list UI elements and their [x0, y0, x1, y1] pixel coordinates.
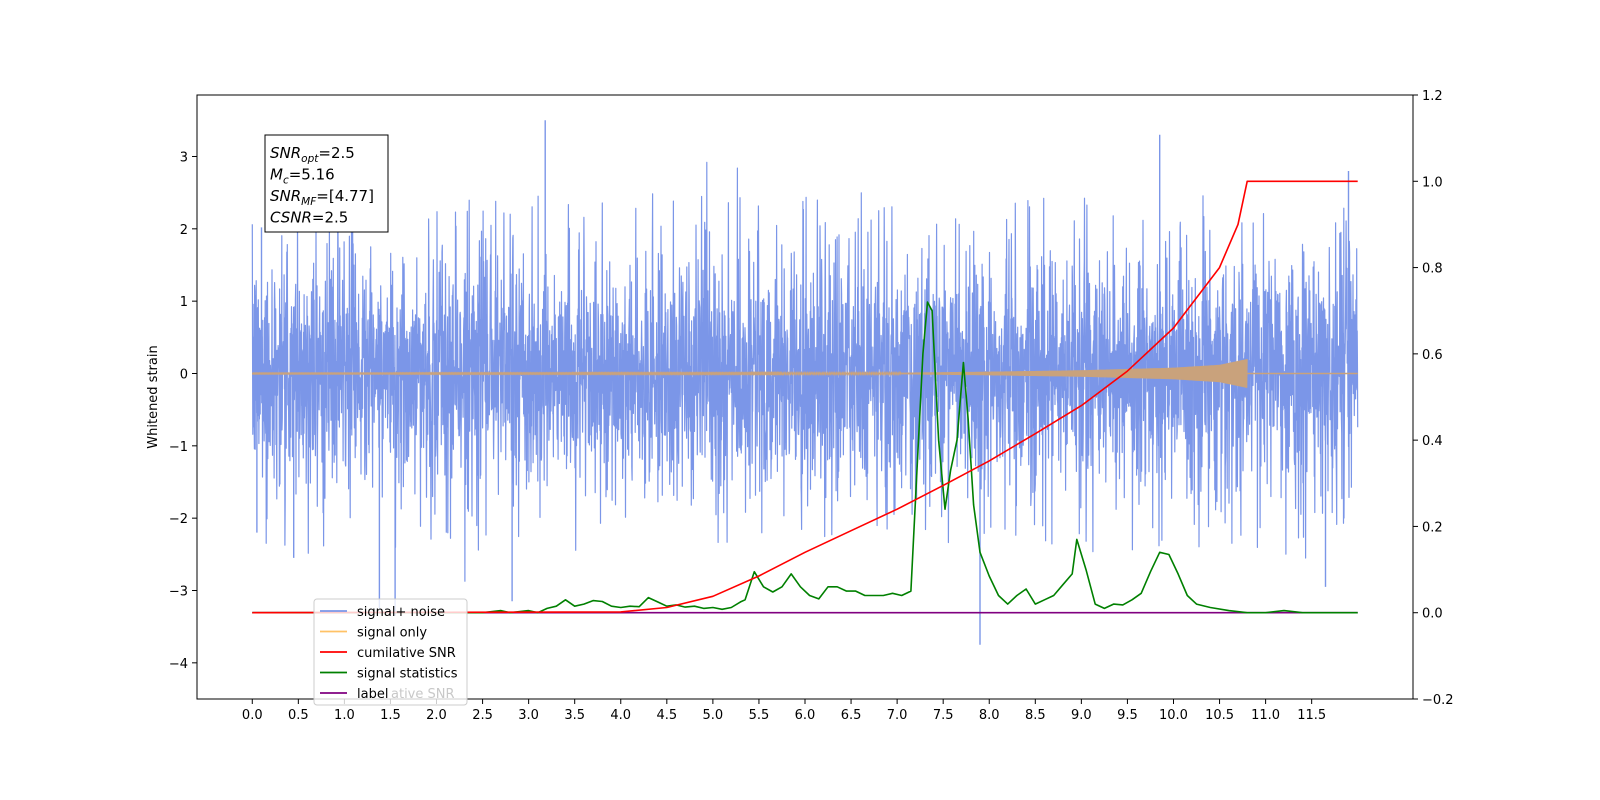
y2-tick-label: 0.2 — [1422, 520, 1443, 535]
x-tick-label: 2.0 — [426, 708, 447, 723]
y-tick-label: 2 — [180, 223, 188, 238]
x-tick-label: 9.0 — [1071, 708, 1092, 723]
legend: signal+ noise signal only cumilative SNR si… — [313, 598, 468, 706]
x-tick-label: 9.5 — [1117, 708, 1138, 723]
x-axis: 0.0 0.5 1.0 1.5 2.0 2.5 3.0 3.5 4.0 4.5 5.0 5.5 6.0 6… — [242, 699, 1326, 723]
x-tick-label: 5.5 — [749, 708, 770, 723]
y-tick-label: −2 — [169, 512, 188, 527]
y-tick-label: −4 — [169, 657, 188, 672]
y2-tick-label: 0.0 — [1422, 607, 1443, 622]
x-tick-label: 7.0 — [887, 708, 908, 723]
x-tick-label: 8.0 — [979, 708, 1000, 723]
info-line-snr-mf: SNRMF=[4.77] — [270, 187, 374, 208]
series-signal-noise-spikes — [256, 120, 1350, 645]
x-tick-label: 0.5 — [288, 708, 309, 723]
y-tick-label: −3 — [169, 584, 188, 599]
plot-area — [251, 120, 1359, 645]
x-tick-label: 4.5 — [656, 708, 677, 723]
y-axis-right: −0.2 0.0 0.2 0.4 0.6 0.8 1.0 1.2 — [1413, 89, 1454, 708]
legend-label-signal-only: signal only — [357, 626, 427, 641]
info-line-snr-opt: SNRopt=2.5 — [270, 144, 355, 165]
x-tick-label: 2.5 — [472, 708, 493, 723]
x-tick-label: 3.5 — [564, 708, 585, 723]
x-tick-label: 6.5 — [841, 708, 862, 723]
y2-tick-label: 0.8 — [1422, 262, 1443, 277]
x-tick-label: 10.5 — [1205, 708, 1234, 723]
x-tick-label: 6.0 — [795, 708, 816, 723]
y-tick-label: 1 — [180, 295, 188, 310]
x-tick-label: 5.0 — [703, 708, 724, 723]
legend-frame — [313, 598, 468, 706]
x-tick-label: 4.0 — [610, 708, 631, 723]
x-tick-label: 11.5 — [1297, 708, 1326, 723]
legend-label-cumilative-snr: cumilative SNR — [357, 646, 456, 661]
legend-overlap-text: ative SNR — [391, 687, 455, 702]
x-tick-label: 0.0 — [242, 708, 263, 723]
info-line-csnr: CSNR=2.5 — [270, 209, 348, 227]
y-tick-label: 0 — [180, 367, 188, 382]
x-tick-label: 8.5 — [1025, 708, 1046, 723]
y2-tick-label: 0.4 — [1422, 434, 1443, 449]
y2-tick-label: 1.2 — [1422, 89, 1443, 104]
legend-label-label: label — [357, 687, 388, 702]
y-tick-label: −1 — [169, 440, 188, 455]
x-tick-label: 11.0 — [1251, 708, 1280, 723]
series-signal-statistics-line — [252, 301, 1358, 614]
x-tick-label: 10.0 — [1159, 708, 1188, 723]
y2-tick-label: 1.0 — [1422, 175, 1443, 190]
info-line-m-c: Mc=5.16 — [270, 166, 335, 187]
x-tick-label: 1.5 — [380, 708, 401, 723]
y2-tick-label: 0.6 — [1422, 348, 1443, 363]
x-tick-label: 3.0 — [518, 708, 539, 723]
x-tick-label: 1.0 — [334, 708, 355, 723]
legend-label-signal-noise: signal+ noise — [357, 605, 445, 620]
x-tick-label: 7.5 — [933, 708, 954, 723]
info-box-frame — [264, 134, 389, 233]
y-axis-left: −4 −3 −2 −1 0 1 2 3 — [169, 150, 197, 672]
legend-label-signal-statistics: signal statistics — [357, 667, 458, 682]
y-tick-label: 3 — [180, 150, 188, 165]
series-cumilative-snr-line — [252, 180, 1358, 614]
y-axis-label: Whitened strain — [146, 345, 161, 448]
series-signal-noise-line — [251, 161, 1359, 582]
y2-tick-label: −0.2 — [1422, 693, 1454, 708]
